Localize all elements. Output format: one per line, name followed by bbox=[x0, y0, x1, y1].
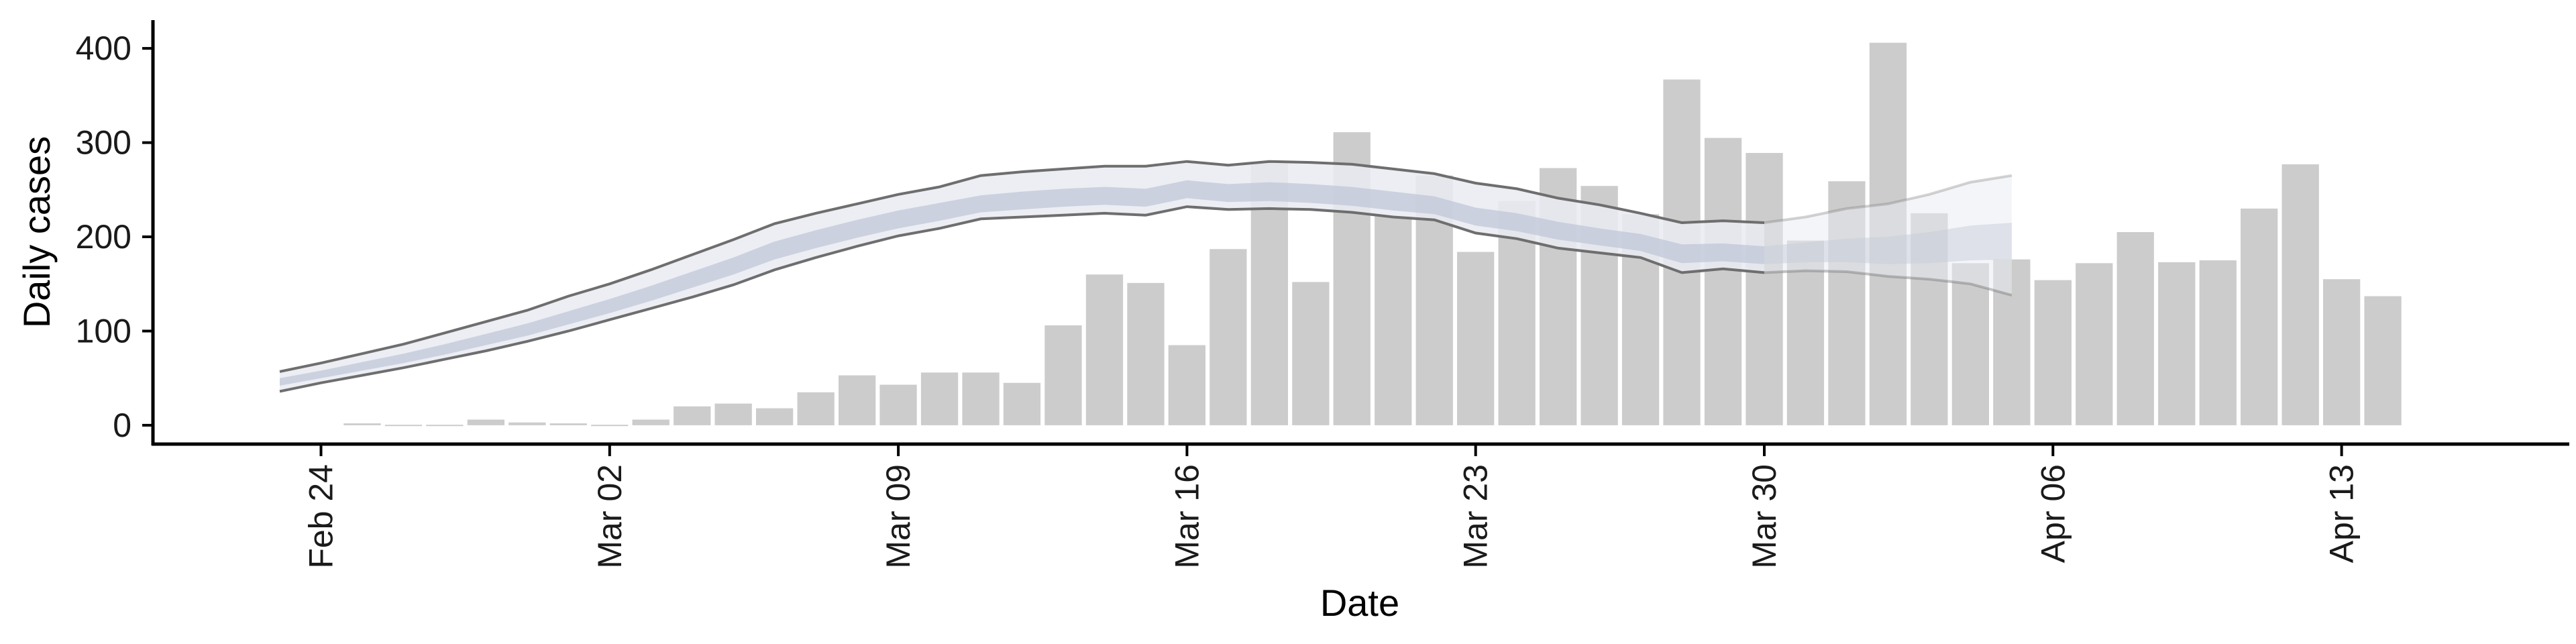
x-ticks: Feb 24 Mar 02 Mar 09 Mar 16 Mar 23 Mar 30 Apr … bbox=[303, 444, 2361, 569]
bar bbox=[2199, 260, 2237, 425]
bar bbox=[714, 403, 752, 425]
upper-bound-projection-line bbox=[1764, 174, 2012, 224]
bar bbox=[1085, 274, 1124, 425]
bar bbox=[1292, 282, 1330, 425]
bar bbox=[1127, 282, 1165, 425]
x-tick-label: Mar 02 bbox=[591, 464, 629, 569]
bar bbox=[508, 422, 546, 425]
bar bbox=[2364, 296, 2402, 425]
bar bbox=[674, 406, 711, 425]
bar bbox=[2323, 279, 2361, 425]
bar bbox=[879, 384, 917, 425]
estimate-band bbox=[279, 160, 2012, 393]
bar bbox=[1003, 382, 1041, 425]
axes bbox=[151, 20, 2569, 446]
bar bbox=[1168, 345, 1205, 425]
x-tick-label: Mar 16 bbox=[1168, 464, 1205, 569]
bar bbox=[343, 423, 381, 425]
bar bbox=[839, 375, 876, 425]
bar bbox=[2116, 232, 2154, 425]
bar bbox=[2282, 164, 2319, 425]
y-axis-title: Daily cases bbox=[15, 136, 58, 328]
x-tick-label: Mar 23 bbox=[1457, 464, 1495, 569]
bars bbox=[343, 42, 2402, 427]
bar bbox=[426, 425, 464, 427]
y-tick-label: 200 bbox=[76, 218, 131, 256]
bar bbox=[1375, 216, 1412, 425]
bar bbox=[1210, 249, 1247, 425]
lower-bound-projection-line bbox=[1764, 269, 2012, 297]
bar bbox=[1457, 252, 1495, 425]
bar bbox=[1044, 325, 1082, 425]
y-tick-label: 0 bbox=[113, 407, 131, 444]
bar bbox=[920, 372, 959, 425]
y-tick-label: 300 bbox=[76, 124, 131, 162]
bar bbox=[591, 425, 629, 427]
bar bbox=[1746, 153, 1783, 425]
x-axis-title: Date bbox=[1320, 582, 1399, 624]
x-tick-label: Apr 06 bbox=[2034, 464, 2072, 563]
bar bbox=[1786, 240, 1825, 425]
y-tick-label: 400 bbox=[76, 30, 131, 67]
bar bbox=[467, 419, 504, 425]
outer-band-projection bbox=[1764, 175, 2012, 296]
x-tick-label: Mar 09 bbox=[879, 464, 917, 569]
lower-bound-line bbox=[279, 205, 1765, 393]
bar bbox=[2241, 208, 2278, 425]
bar bbox=[632, 419, 669, 425]
y-tick-label: 100 bbox=[76, 313, 131, 350]
bar bbox=[2034, 280, 2072, 425]
bar bbox=[797, 392, 835, 425]
x-tick-label: Apr 13 bbox=[2323, 464, 2361, 563]
bar bbox=[549, 423, 587, 425]
bar bbox=[756, 408, 794, 425]
bar bbox=[2158, 262, 2196, 425]
x-tick-label: Mar 30 bbox=[1746, 464, 1783, 569]
bar bbox=[2076, 263, 2113, 425]
bar bbox=[384, 425, 423, 427]
bar bbox=[962, 372, 1000, 425]
upper-bound-line bbox=[279, 160, 1765, 373]
bar bbox=[1951, 263, 1989, 425]
bar bbox=[1704, 138, 1742, 425]
y-ticks: 0 100 200 300 400 bbox=[76, 30, 153, 444]
inner-band-projection bbox=[1764, 223, 2012, 264]
x-tick-label: Feb 24 bbox=[303, 464, 340, 569]
